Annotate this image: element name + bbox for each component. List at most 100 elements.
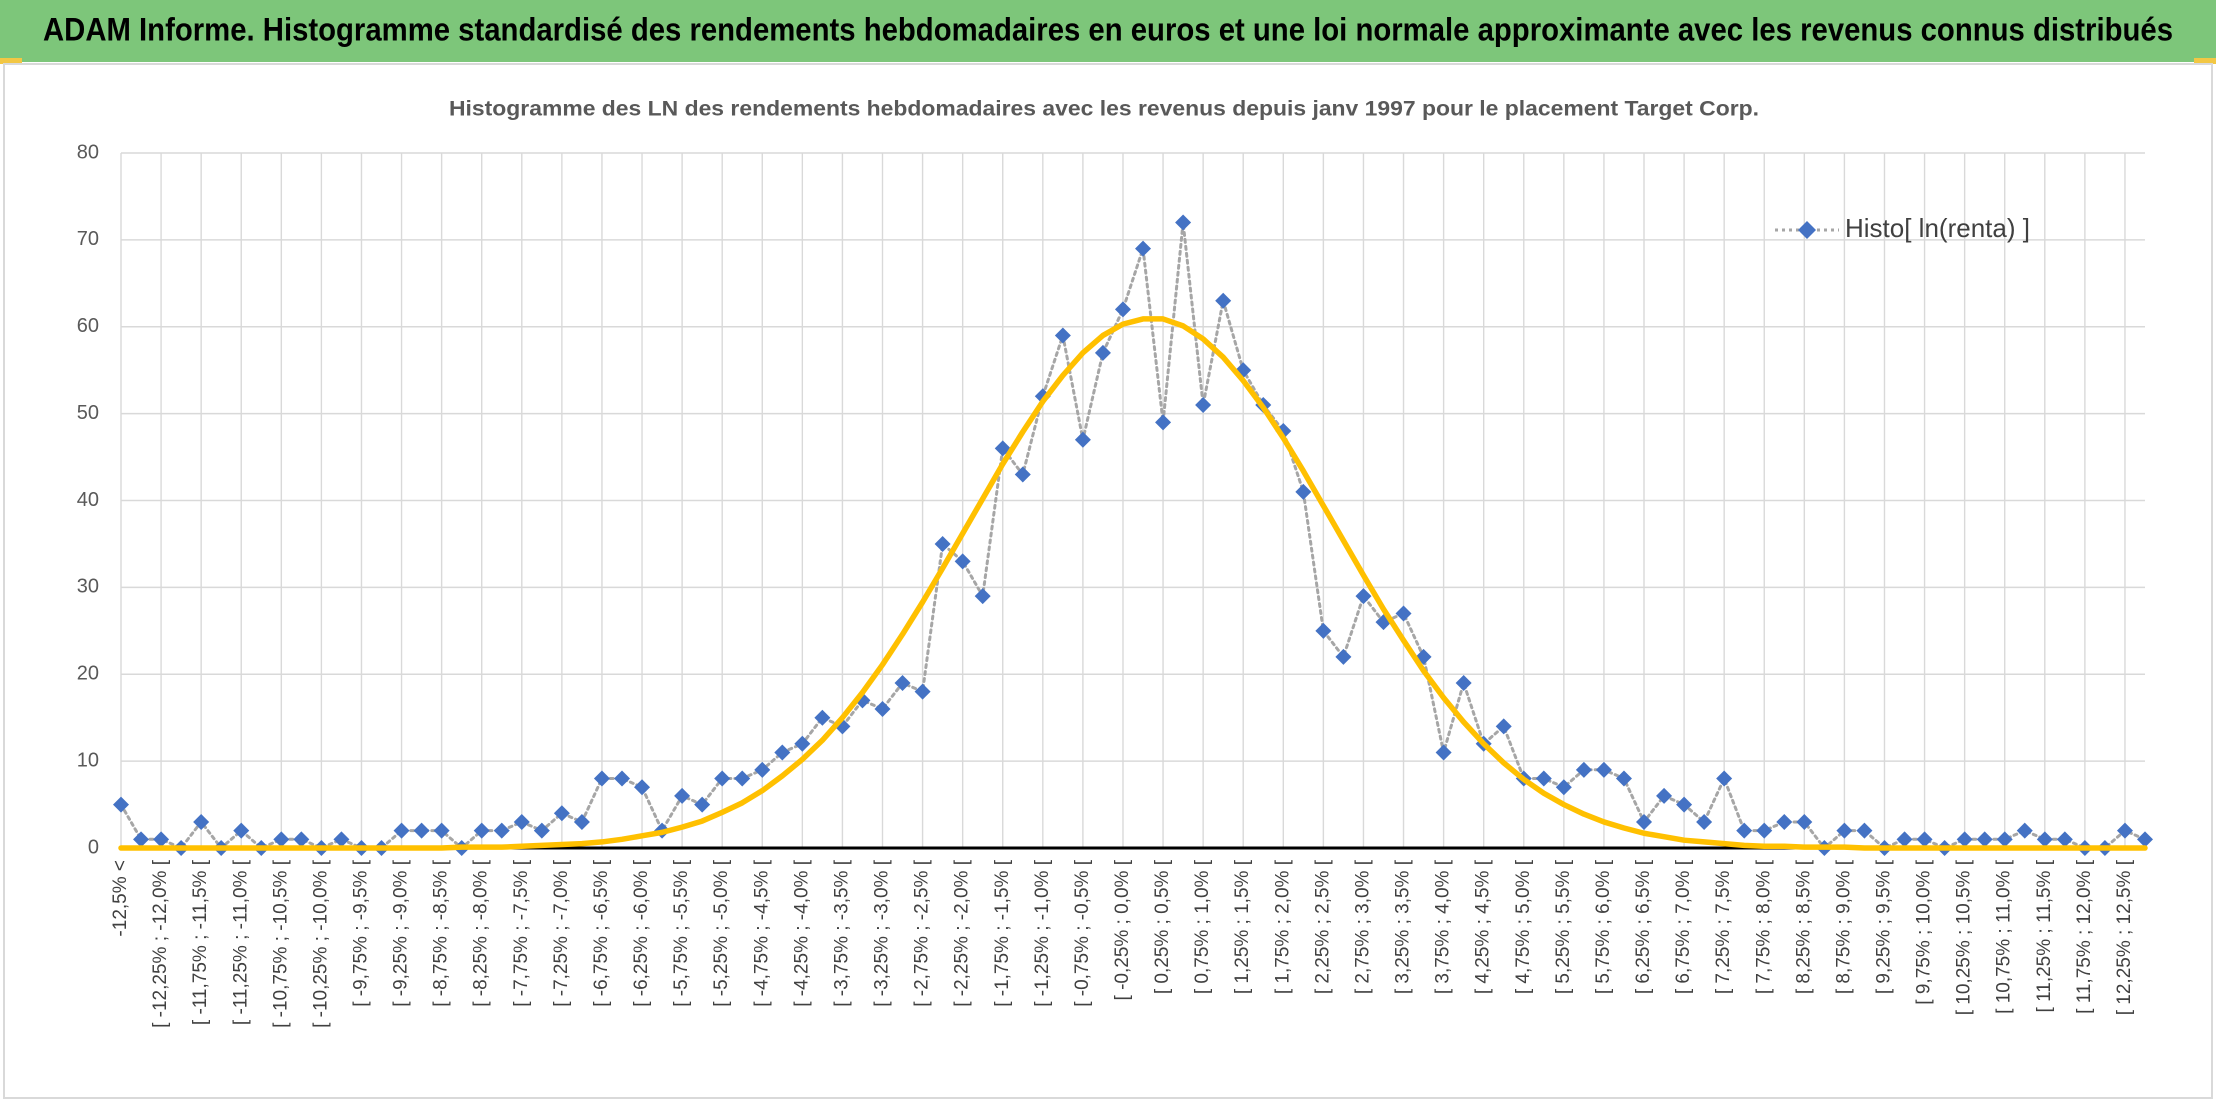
marker bbox=[1716, 770, 1733, 787]
legend-label: Histo[ ln(renta) ] bbox=[1845, 213, 2030, 243]
x-tick-label: [ -3,25% ; -3,0% [ bbox=[872, 859, 893, 1007]
marker bbox=[1215, 292, 1232, 309]
marker bbox=[1976, 831, 1993, 848]
marker bbox=[674, 787, 691, 804]
marker bbox=[1636, 813, 1653, 830]
x-tick-label: [ -12,25% ; -12,0% [ bbox=[150, 859, 171, 1028]
x-tick-label: [ -3,75% ; -3,5% [ bbox=[831, 859, 852, 1007]
marker bbox=[1295, 483, 1312, 500]
marker bbox=[974, 588, 991, 605]
x-tick-label: [ -6,25% ; -6,0% [ bbox=[631, 859, 652, 1007]
marker bbox=[1676, 796, 1693, 813]
marker bbox=[1074, 431, 1091, 448]
x-tick-label: [ -2,25% ; -2,0% [ bbox=[952, 859, 973, 1007]
marker bbox=[1175, 214, 1192, 231]
x-tick-label: [ 9,75% ; 10,0% [ bbox=[1914, 859, 1935, 1004]
marker bbox=[1155, 414, 1172, 431]
marker bbox=[233, 822, 250, 839]
x-tick-label: [ 12,25% ; 12,5% [ bbox=[2114, 859, 2135, 1015]
marker bbox=[493, 822, 510, 839]
x-tick-label: [ 7,75% ; 8,0% [ bbox=[1753, 859, 1774, 994]
x-tick-label: [ 6,25% ; 6,5% [ bbox=[1633, 859, 1654, 994]
x-tick-label: [ -1,25% ; -1,0% [ bbox=[1032, 859, 1053, 1007]
x-tick-label: [ 0,75% ; 1,0% [ bbox=[1192, 859, 1213, 994]
marker bbox=[1595, 761, 1612, 778]
marker bbox=[1455, 674, 1472, 691]
x-tick-label: [ 8,75% ; 9,0% [ bbox=[1833, 859, 1854, 994]
x-tick-label: [ 4,75% ; 5,0% [ bbox=[1513, 859, 1534, 994]
y-tick-label: 0 bbox=[88, 836, 99, 858]
marker bbox=[2016, 822, 2033, 839]
x-tick-label: [ -11,75% ; -11,5% [ bbox=[190, 859, 211, 1025]
marker bbox=[1736, 822, 1753, 839]
marker bbox=[193, 813, 210, 830]
x-tick-label: [ -9,75% ; -9,5% [ bbox=[350, 859, 371, 1007]
marker bbox=[573, 813, 590, 830]
y-tick-label: 40 bbox=[77, 489, 99, 511]
marker bbox=[393, 822, 410, 839]
x-tick-label: [ 3,25% ; 3,5% [ bbox=[1393, 859, 1414, 994]
chart-title: Histogramme des LN des rendements hebdom… bbox=[449, 98, 1759, 121]
marker bbox=[1996, 831, 2013, 848]
x-tick-label: [ 10,25% ; 10,5% [ bbox=[1954, 859, 1975, 1015]
y-tick-label: 70 bbox=[77, 228, 99, 250]
marker bbox=[1114, 301, 1131, 318]
marker bbox=[774, 744, 791, 761]
marker bbox=[1856, 822, 1873, 839]
x-tick-label: [ 1,75% ; 2,0% [ bbox=[1272, 859, 1293, 994]
x-tick-label: [ 4,25% ; 4,5% [ bbox=[1473, 859, 1494, 994]
y-tick-label: 50 bbox=[77, 402, 99, 424]
marker bbox=[814, 709, 831, 726]
marker bbox=[2036, 831, 2053, 848]
x-tick-label: [ -10,75% ; -10,5% [ bbox=[270, 859, 291, 1028]
x-tick-label: -12,5% < bbox=[110, 860, 131, 937]
marker bbox=[1054, 327, 1071, 344]
x-tick-label: [ 2,75% ; 3,0% [ bbox=[1352, 859, 1373, 994]
page-title: ADAM Informe. Histogramme standardisé de… bbox=[43, 11, 2173, 47]
x-tick-label: [ -6,75% ; -6,5% [ bbox=[591, 859, 612, 1007]
x-tick-label: [ 5,75% ; 6,0% [ bbox=[1593, 859, 1614, 994]
marker bbox=[1094, 344, 1111, 361]
marker bbox=[1315, 622, 1332, 639]
x-tick-label: [ 11,75% ; 12,0% [ bbox=[2074, 859, 2095, 1014]
x-tick-label: [ 6,75% ; 7,0% [ bbox=[1673, 859, 1694, 994]
marker bbox=[1896, 831, 1913, 848]
marker bbox=[874, 701, 891, 717]
x-tick-label: [ 9,25% ; 9,5% [ bbox=[1874, 859, 1895, 994]
x-tick-label: [ 11,25% ; 11,5% [ bbox=[2034, 859, 2055, 1012]
fit-curve bbox=[118, 316, 2148, 851]
marker bbox=[553, 805, 570, 822]
x-tick-label: [ -7,25% ; -7,0% [ bbox=[551, 859, 572, 1007]
marker bbox=[1575, 761, 1592, 778]
x-tick-label: [ 0,25% ; 0,5% [ bbox=[1152, 859, 1173, 994]
marker bbox=[634, 779, 651, 796]
marker bbox=[1756, 822, 1773, 839]
marker bbox=[694, 796, 711, 813]
marker bbox=[1335, 648, 1352, 665]
marker bbox=[113, 796, 129, 813]
marker bbox=[1495, 718, 1512, 735]
x-tick-label: [ -7,75% ; -7,5% [ bbox=[511, 859, 532, 1007]
x-tick-label: [ -5,75% ; -5,5% [ bbox=[671, 859, 692, 1007]
legend-marker bbox=[1798, 221, 1816, 239]
corner bbox=[2194, 58, 2216, 64]
x-tick-label: [ 1,25% ; 1,5% [ bbox=[1232, 859, 1253, 994]
x-tick-label: [ -8,25% ; -8,0% [ bbox=[471, 859, 492, 1007]
marker bbox=[533, 822, 550, 839]
marker bbox=[1195, 396, 1212, 413]
x-tick-label: [ 7,25% ; 7,5% [ bbox=[1713, 859, 1734, 994]
marker bbox=[413, 822, 430, 839]
x-tick-label: [ -2,75% ; -2,5% [ bbox=[912, 859, 933, 1007]
marker bbox=[2137, 831, 2153, 848]
x-tick-label: [ -4,25% ; -4,0% [ bbox=[791, 859, 812, 1007]
marker bbox=[954, 553, 971, 570]
marker bbox=[1135, 240, 1152, 257]
marker bbox=[513, 813, 530, 830]
x-tick-label: [ -4,75% ; -4,5% [ bbox=[751, 859, 772, 1007]
y-tick-label: 60 bbox=[77, 315, 99, 337]
marker bbox=[914, 683, 931, 700]
marker bbox=[1535, 770, 1552, 787]
marker bbox=[473, 822, 490, 839]
y-tick-label: 10 bbox=[77, 749, 99, 771]
